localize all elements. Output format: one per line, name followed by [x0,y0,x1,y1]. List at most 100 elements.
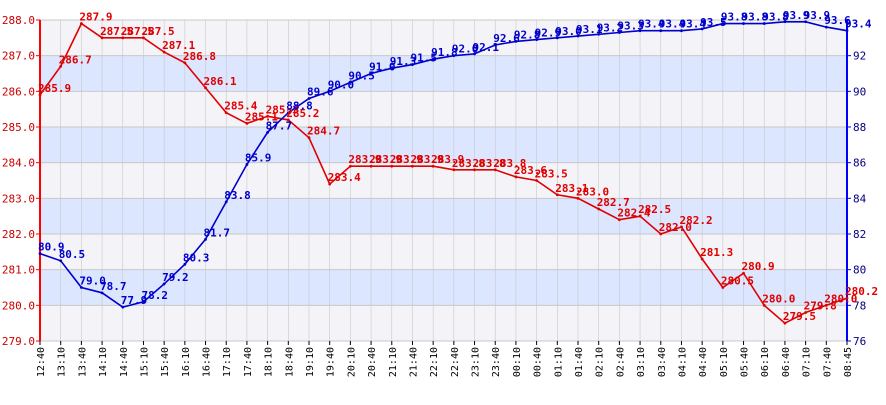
x-tick-label: 08:45 [843,347,854,377]
blue-data-label: 93.6 [824,14,851,27]
series-lines [38,20,849,325]
red-data-point [680,225,683,229]
left-tick-label: 280.0 [2,299,35,312]
red-data-point [369,164,373,168]
left-tick-label: 284.0 [2,157,35,170]
red-data-label: 279.8 [804,299,837,312]
blue-data-point [452,54,456,58]
red-data-label: 283.8 [473,157,506,170]
red-data-label: 284.7 [307,125,340,138]
blue-data-label: 93.8 [762,11,789,24]
blue-data-point [824,25,828,29]
grid-bands [39,19,848,341]
red-data-label: 287.5 [100,25,133,38]
x-tick-label: 22:40 [450,347,461,377]
left-tick-label: 279.0 [2,335,35,348]
red-data-label: 287.5 [121,25,154,38]
blue-data-label: 93.5 [700,16,727,29]
left-tick-label: 282.0 [2,228,35,241]
right-tick-label: 92 [853,50,866,63]
red-data-label: 286.7 [59,53,92,66]
red-data-label: 282.7 [597,196,630,209]
blue-data-label: 93.4 [659,18,686,31]
red-data-point [576,196,580,200]
red-data-label: 280.9 [742,260,775,273]
red-data-label: 283.6 [514,164,547,177]
red-data-label: 280.2 [845,285,878,298]
x-tick-label: 19:40 [326,347,337,377]
blue-data-point [390,66,394,70]
blue-data-label: 90.0 [328,78,355,91]
x-tick-label: 13:40 [77,347,88,377]
blue-data-point [535,38,539,42]
red-data-point [452,168,456,172]
red-data-point [721,286,725,289]
blue-data-label: 91.5 [410,52,437,65]
blue-data-label: 93.1 [576,23,603,36]
blue-data-label: 78.7 [100,280,127,293]
blue-data-label: 93.0 [555,25,582,38]
blue-data-label: 81.7 [204,226,231,239]
red-data-label: 283.9 [431,153,464,166]
right-tick-label: 80 [853,264,866,277]
red-data-point [700,257,704,261]
red-data-point [804,311,808,314]
blue-data-label: 79.2 [162,271,189,284]
blue-data-label: 77.9 [121,294,147,307]
red-data-label: 287.1 [162,39,195,52]
red-data-point [597,207,601,211]
red-data-label: 285.4 [224,100,257,113]
red-data-point [38,93,42,97]
red-data-point [266,114,270,118]
red-data-label: 283.5 [535,168,568,181]
blue-data-label: 80.3 [183,251,210,264]
left-tick-label: 286.0 [2,85,35,98]
blue-data-point [328,89,332,93]
blue-data-point [555,36,559,40]
right-tick-label: 90 [853,85,866,98]
blue-data-label: 79.0 [79,275,106,288]
red-data-point [762,303,766,307]
blue-data-point [431,57,435,61]
blue-data-label: 91.0 [369,61,396,74]
red-data-point [245,122,249,125]
left-tick-label: 281.0 [2,264,35,277]
blue-data-point [286,111,290,115]
grid-band [40,91,847,127]
red-data-point [59,64,63,68]
red-data-label: 283.9 [390,153,423,166]
x-tick-label: 20:10 [346,347,357,377]
blue-data-label: 91.3 [390,55,417,68]
red-data-label: 285.2 [286,107,319,120]
right-tick-label: 78 [853,299,866,312]
x-tick-label: 19:10 [305,347,316,377]
red-data-label: 283.0 [576,185,609,198]
grid-band [40,198,847,234]
x-tick-label: 22:10 [429,347,440,377]
blue-data-label: 93.9 [804,9,831,22]
blue-data-point [597,32,601,36]
blue-data-point [742,22,745,25]
red-data-point [224,111,228,115]
red-data-point [493,168,497,172]
red-data-label: 285.9 [38,82,71,95]
red-data-point [204,86,207,90]
blue-data-point [638,29,642,33]
x-tick-label: 21:10 [388,347,399,377]
grid-band [40,305,847,341]
x-tick-label: 01:40 [574,347,585,377]
red-data-label: 283.9 [369,153,402,166]
x-tick-label: 16:10 [181,347,192,377]
blue-data-point [576,34,580,38]
blue-data-point [721,22,725,25]
blue-series-line [39,20,848,308]
red-data-point [845,296,849,300]
x-tick-label: 03:10 [636,347,647,377]
red-data-point [431,164,435,168]
red-data-point [742,271,745,275]
blue-data-label: 91.8 [431,46,458,59]
axes [36,19,851,345]
blue-data-label: 93.4 [638,18,665,31]
x-tick-label: 14:40 [119,347,130,377]
blue-data-label: 92.8 [514,28,541,41]
